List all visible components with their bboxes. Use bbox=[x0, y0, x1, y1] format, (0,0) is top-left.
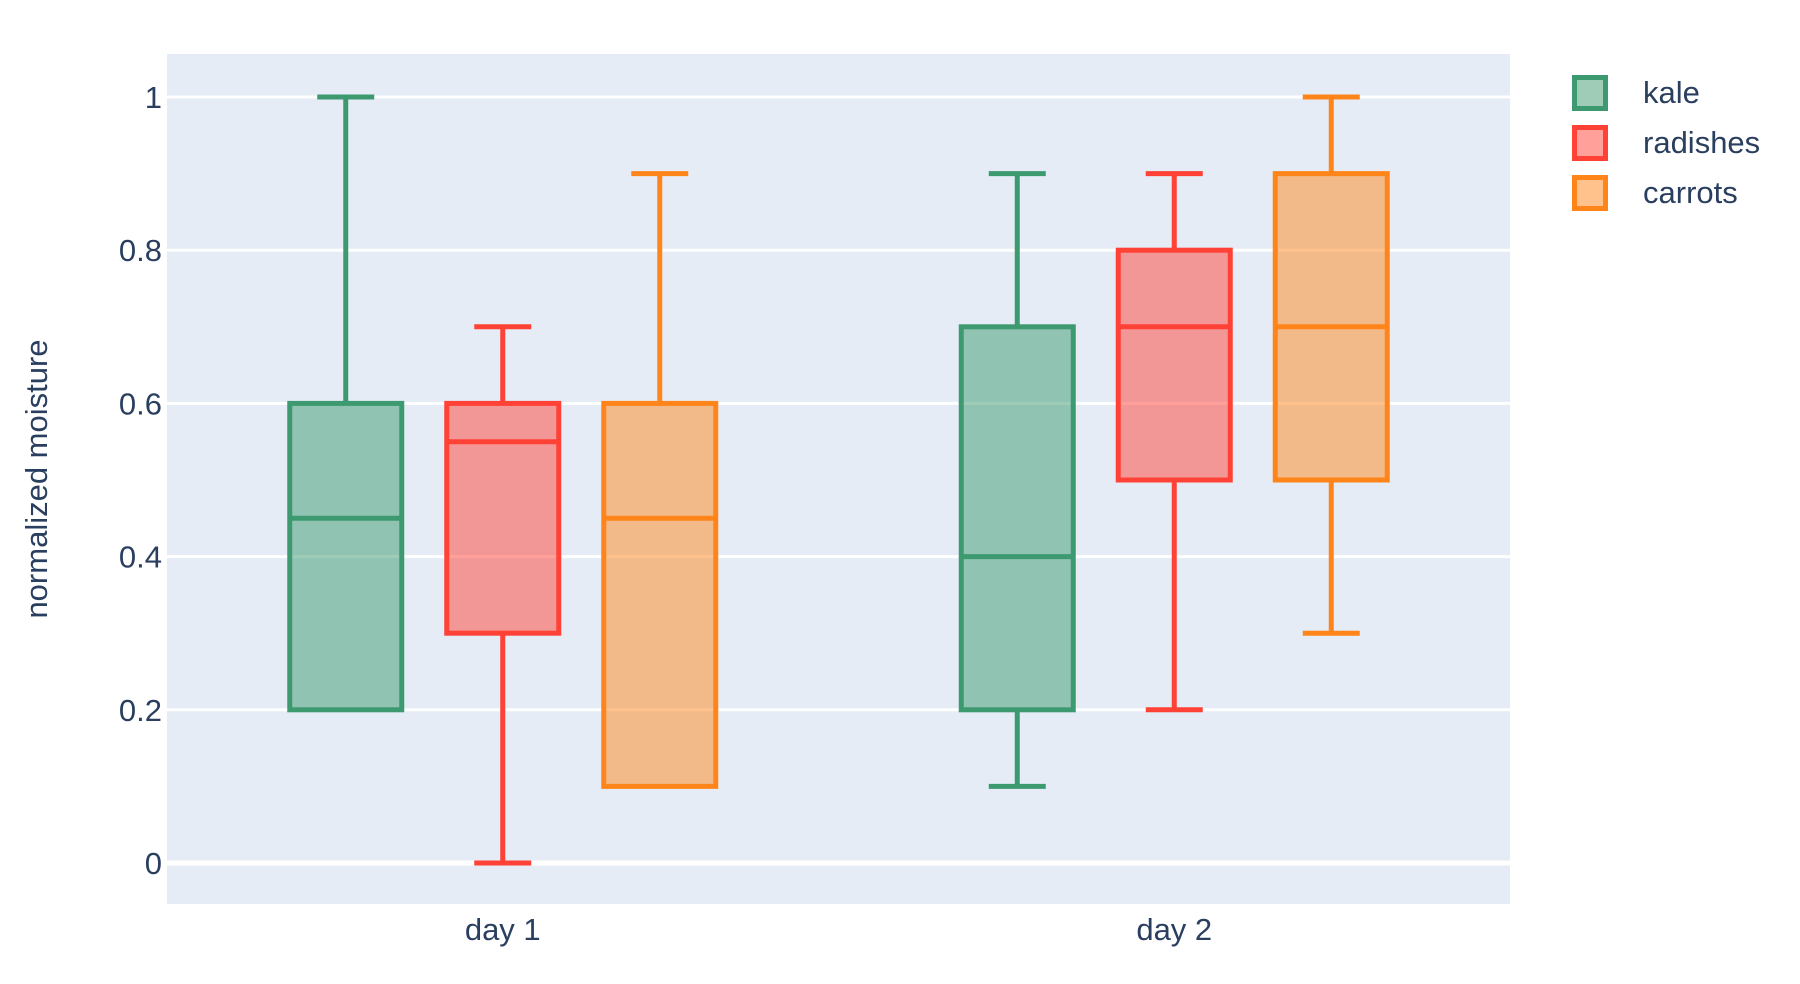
y-tick-label-0.4: 0.4 bbox=[119, 540, 162, 575]
iqr-box bbox=[287, 400, 405, 713]
legend-label-radishes: radishes bbox=[1643, 125, 1761, 160]
box-kale-day-2[interactable] bbox=[958, 171, 1076, 789]
y-tick-label-1: 1 bbox=[145, 80, 162, 115]
box-carrots-day-1[interactable] bbox=[601, 171, 719, 789]
x-tick-label-day-1: day 1 bbox=[465, 912, 541, 947]
y-tick-label-0.8: 0.8 bbox=[119, 233, 162, 268]
iqr-box bbox=[444, 400, 562, 636]
box-carrots-day-2[interactable] bbox=[1272, 94, 1390, 636]
legend: kale radishes carrots bbox=[1572, 75, 1760, 211]
iqr-box bbox=[958, 324, 1076, 713]
x-tick-label-day-2: day 2 bbox=[1136, 912, 1212, 947]
legend-item-radishes[interactable]: radishes bbox=[1572, 125, 1760, 161]
y-tick-label-0.6: 0.6 bbox=[119, 386, 162, 421]
legend-swatch-carrots-icon bbox=[1572, 175, 1608, 211]
legend-item-kale[interactable]: kale bbox=[1572, 75, 1760, 111]
legend-swatch-radishes-icon bbox=[1572, 125, 1608, 161]
legend-label-carrots: carrots bbox=[1643, 175, 1738, 210]
box-radishes-day-2[interactable] bbox=[1115, 171, 1233, 713]
y-tick-label-0.2: 0.2 bbox=[119, 693, 162, 728]
iqr-box bbox=[1115, 247, 1233, 483]
iqr-box bbox=[601, 400, 719, 789]
y-tick-label-0: 0 bbox=[145, 846, 162, 881]
legend-swatch-kale-icon bbox=[1572, 75, 1608, 111]
legend-label-kale: kale bbox=[1643, 75, 1700, 110]
y-axis-title: normalized moisture bbox=[19, 339, 54, 619]
box-radishes-day-1[interactable] bbox=[444, 324, 562, 866]
box-kale-day-1[interactable] bbox=[287, 94, 405, 713]
legend-item-carrots[interactable]: carrots bbox=[1572, 175, 1760, 211]
